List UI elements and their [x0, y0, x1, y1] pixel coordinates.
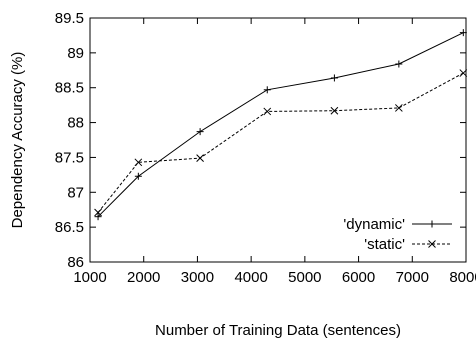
y-axis-title: Dependency Accuracy (%) — [9, 52, 26, 229]
y-tick-label: 89.5 — [55, 10, 84, 27]
x-tick-label: 1000 — [73, 269, 106, 286]
series-2 — [94, 69, 468, 217]
data-point — [428, 240, 436, 248]
x-tick-label: 4000 — [234, 269, 267, 286]
axis-ticks: 1000 2000 3000 4000 5000 6000 7000 8000 86 86.5 87… — [55, 10, 476, 286]
y-tick-label: 86.5 — [55, 219, 84, 236]
data-point — [94, 208, 102, 217]
x-tick-label: 8000 — [449, 269, 476, 286]
y-tick-label: 87.5 — [55, 149, 84, 166]
y-tick-label: 86 — [67, 254, 84, 271]
legend-label: 'static' — [364, 236, 405, 253]
x-tick-label: 2000 — [127, 269, 160, 286]
legend: 'dynamic' 'static' — [343, 216, 452, 253]
series-1 — [94, 29, 467, 221]
series-line — [97, 72, 464, 213]
legend-item: 'static' — [364, 236, 452, 253]
data-point — [330, 106, 339, 115]
legend-label: 'dynamic' — [343, 216, 405, 233]
series-line — [97, 32, 464, 218]
legend-item: 'dynamic' — [343, 216, 452, 233]
data-point — [395, 104, 403, 112]
x-axis-title: Number of Training Data (sentences) — [155, 322, 401, 339]
y-tick-label: 89 — [67, 45, 84, 62]
x-tick-label: 6000 — [342, 269, 375, 286]
y-tick-label: 87 — [67, 184, 84, 201]
data-point — [134, 158, 143, 167]
data-point — [196, 154, 204, 162]
data-point — [459, 69, 468, 77]
plot-frame — [89, 17, 467, 263]
y-tick-label: 88 — [67, 115, 84, 132]
y-tick-label: 88.5 — [55, 80, 84, 97]
data-point — [263, 107, 272, 116]
x-tick-label: 5000 — [288, 269, 321, 286]
x-tick-label: 7000 — [396, 269, 429, 286]
x-tick-label: 3000 — [181, 269, 214, 286]
series-layer — [94, 29, 468, 221]
